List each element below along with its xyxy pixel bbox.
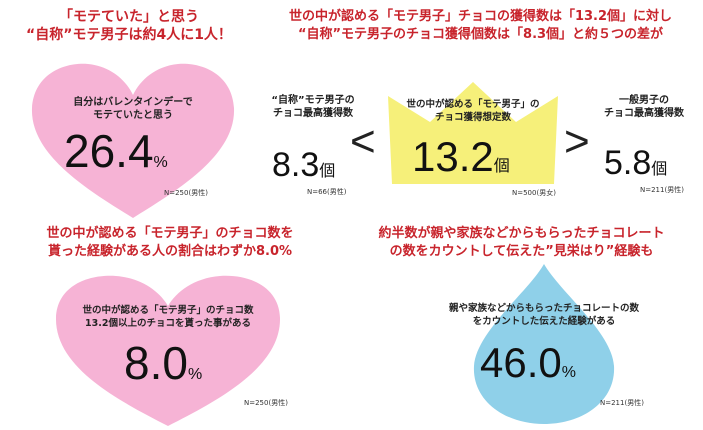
unit: % bbox=[187, 366, 203, 383]
heart-label: 世の中が認める「モテ男子」のチョコ数 13.2個以上のチョコを貰った事がある bbox=[60, 304, 276, 330]
unit: % bbox=[561, 364, 576, 381]
headline-received-ratio: 世の中が認める「モテ男子」のチョコ数を 貰った経験がある人の割合はわずか8.0% bbox=[0, 225, 340, 261]
drop-label: 親や家族などからもらったチョコレートの数 をカウントした伝えた経験がある bbox=[418, 302, 670, 328]
unit: % bbox=[153, 154, 168, 171]
less-than-symbol: < bbox=[350, 117, 376, 166]
value: 5.8 bbox=[604, 144, 652, 182]
drop-label-line: をカウントした伝えた経験がある bbox=[472, 316, 616, 327]
heart-shape bbox=[31, 63, 235, 219]
self-popular-label: “自称”モテ男子の チョコ最高獲得数 bbox=[248, 94, 378, 120]
label-line: チョコ最高獲得数 bbox=[273, 108, 353, 119]
unit: 個 bbox=[319, 163, 336, 180]
normal-male-label: 一般男子の チョコ最高獲得数 bbox=[588, 94, 700, 120]
headline-line: 貰った経験がある人の割合はわずか8.0% bbox=[47, 244, 293, 259]
heart-shape bbox=[55, 275, 281, 426]
value: 26.4 bbox=[64, 125, 154, 177]
sample-size-note: N=500(男女) bbox=[512, 189, 556, 197]
label-line: 一般男子の bbox=[619, 95, 669, 106]
unit: 個 bbox=[651, 161, 668, 178]
headline-self-popular: 「モテていた」と思う “自称”モテ男子は約4人に1人！ bbox=[0, 8, 258, 44]
label-line: チョコ最高獲得数 bbox=[604, 108, 684, 119]
headline-showing-off: 約半数が親や家族などからもらったチョコレート の数をカウントして伝えた”見栄はり… bbox=[340, 225, 703, 261]
headline-line: 世の中が認める「モテ男子」チョコの獲得数は「13.2個」に対し bbox=[288, 9, 673, 24]
normal-male-count: 5.8個 bbox=[604, 144, 667, 189]
sample-size-note: N=211(男性) bbox=[640, 186, 684, 194]
sample-size-note: N=66(男性) bbox=[307, 188, 347, 196]
sample-size-note: N=250(男性) bbox=[164, 189, 208, 197]
heart-label-line: モテていたと思う bbox=[93, 110, 173, 121]
headline-line: “自称”モテ男子は約4人に1人！ bbox=[26, 27, 232, 43]
label-line: 世の中が認める「モテ男子」の bbox=[406, 99, 540, 110]
self-popular-count: 8.3個 bbox=[272, 146, 335, 191]
greater-than-symbol: > bbox=[564, 117, 590, 166]
heart-label-line: 自分はバレンタインデーで bbox=[73, 97, 193, 108]
received-ratio-percentage: 8.0% bbox=[124, 338, 202, 400]
water-drop-shape bbox=[473, 264, 615, 424]
showing-off-percentage: 46.0% bbox=[480, 340, 576, 396]
heart-label-line: 世の中が認める「モテ男子」のチョコ数 bbox=[82, 305, 254, 316]
recognized-popular-count: 13.2個 bbox=[412, 134, 510, 190]
headline-line: 「モテていた」と思う bbox=[59, 9, 199, 25]
headline-line: “自称”モテ男子のチョコ獲得個数は「8.3個」と約５つの差が bbox=[297, 27, 664, 42]
crown-label: 世の中が認める「モテ男子」の チョコ獲得想定数 bbox=[386, 98, 560, 124]
drop-label-line: 親や家族などからもらったチョコレートの数 bbox=[448, 303, 639, 314]
sample-size-note: N=211(男性) bbox=[600, 399, 644, 407]
value: 8.3 bbox=[272, 146, 320, 184]
heart-label: 自分はバレンタインデーで モテていたと思う bbox=[40, 96, 226, 122]
value: 13.2 bbox=[412, 133, 494, 180]
value: 46.0 bbox=[480, 339, 562, 386]
unit: 個 bbox=[493, 158, 510, 175]
headline-chocolate-count: 世の中が認める「モテ男子」チョコの獲得数は「13.2個」に対し “自称”モテ男子… bbox=[258, 8, 703, 44]
headline-line: 約半数が親や家族などからもらったチョコレート bbox=[378, 226, 665, 241]
value: 8.0 bbox=[124, 337, 188, 389]
headline-line: の数をカウントして伝えた”見栄はり”経験も bbox=[389, 244, 654, 259]
sample-size-note: N=250(男性) bbox=[244, 399, 288, 407]
self-popular-percentage: 26.4% bbox=[64, 126, 168, 188]
headline-line: 世の中が認める「モテ男子」のチョコ数を bbox=[46, 226, 294, 241]
heart-label-line: 13.2個以上のチョコを貰った事がある bbox=[85, 318, 251, 329]
crown-shape bbox=[388, 82, 558, 184]
label-line: チョコ獲得想定数 bbox=[434, 112, 511, 123]
label-line: “自称”モテ男子の bbox=[271, 95, 355, 106]
